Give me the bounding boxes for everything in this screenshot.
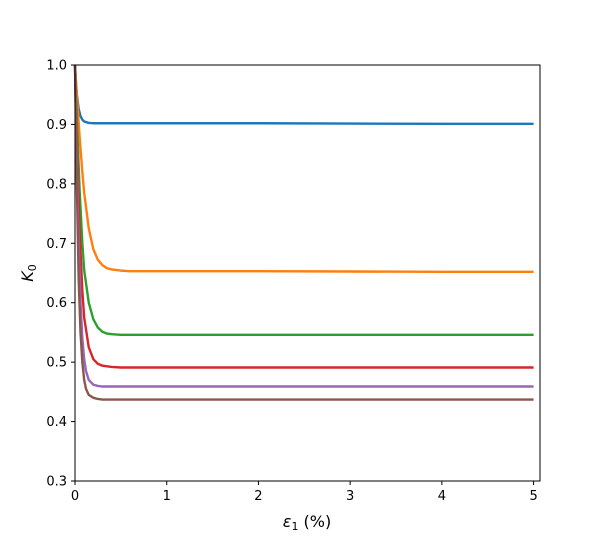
y-tick-label: 0.8	[46, 177, 67, 192]
y-tick-label: 1.0	[46, 59, 67, 74]
x-axis-label: ε1 (%)	[283, 512, 331, 533]
y-axis-label-subscript: 0	[26, 264, 39, 271]
plot-area-frame	[74, 64, 541, 482]
y-axis-ticks: 0.3 0.4 0.5 0.6 0.7 0.8 0.9 1.0	[46, 59, 75, 490]
series-3-line	[73, 64, 534, 337]
series-6-line	[73, 64, 534, 401]
x-tick-label: 3	[346, 489, 354, 504]
x-tick-label: 5	[529, 489, 537, 504]
y-tick-label: 0.7	[46, 237, 67, 252]
y-tick-label: 0.4	[46, 415, 67, 430]
x-tick-label: 1	[163, 489, 171, 504]
y-tick-label: 0.3	[46, 475, 67, 490]
y-tick-label: 0.6	[46, 296, 67, 311]
x-axis-label-subscript: 1	[291, 520, 298, 533]
x-tick-label: 4	[438, 489, 446, 504]
y-tick-label: 0.9	[46, 118, 67, 133]
y-axis-label-symbol: K	[18, 270, 37, 282]
x-axis-ticks: 0 1 2 3 4 5	[71, 481, 538, 504]
series-layer	[73, 64, 534, 401]
y-axis-label: K0	[18, 264, 39, 282]
series-4-line	[73, 64, 534, 369]
x-tick-label: 0	[71, 489, 79, 504]
x-axis-label-symbol: ε	[283, 512, 292, 531]
y-tick-label: 0.5	[46, 356, 67, 371]
series-2-line	[73, 64, 534, 274]
x-tick-label: 2	[254, 489, 262, 504]
x-axis-label-suffix: (%)	[298, 512, 331, 531]
